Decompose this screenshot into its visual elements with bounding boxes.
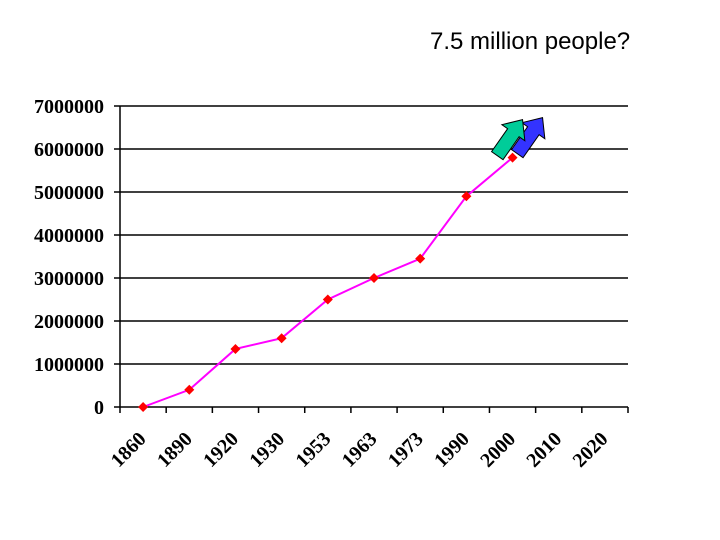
y-tick-label: 4000000 xyxy=(34,225,104,247)
data-point xyxy=(322,294,333,305)
y-tick-label: 5000000 xyxy=(34,182,104,204)
x-tick-label: 1930 xyxy=(245,428,289,472)
y-tick-label: 2000000 xyxy=(34,311,104,333)
data-point xyxy=(415,253,426,264)
projection-arrow-lower xyxy=(490,118,526,161)
x-tick-label: 1953 xyxy=(292,428,336,472)
x-tick-label: 1963 xyxy=(338,428,382,472)
x-tick-label: 1890 xyxy=(153,428,197,472)
x-tick-label: 1990 xyxy=(430,428,474,472)
x-tick-label: 2010 xyxy=(522,428,566,472)
series-line xyxy=(142,156,514,408)
y-tick-label: 6000000 xyxy=(34,139,104,161)
y-tick-label: 7000000 xyxy=(34,96,104,118)
x-tick-label: 1920 xyxy=(199,428,243,472)
x-tick-label: 2020 xyxy=(569,428,613,472)
data-point xyxy=(230,343,241,354)
y-tick-label: 0 xyxy=(94,397,104,419)
y-tick-label: 3000000 xyxy=(34,268,104,290)
data-point xyxy=(276,333,287,344)
x-tick-label: 1860 xyxy=(107,428,151,472)
y-tick-label: 1000000 xyxy=(34,354,104,376)
x-tick-label: 1973 xyxy=(384,428,428,472)
data-point xyxy=(461,191,472,202)
data-point xyxy=(184,384,195,395)
data-point xyxy=(138,402,149,412)
projection-arrow-lower-shape xyxy=(490,118,526,161)
x-tick-label: 2000 xyxy=(476,428,520,472)
data-point xyxy=(369,273,379,283)
data-point xyxy=(507,152,518,163)
annotation-text: 7.5 million people? xyxy=(430,28,631,55)
